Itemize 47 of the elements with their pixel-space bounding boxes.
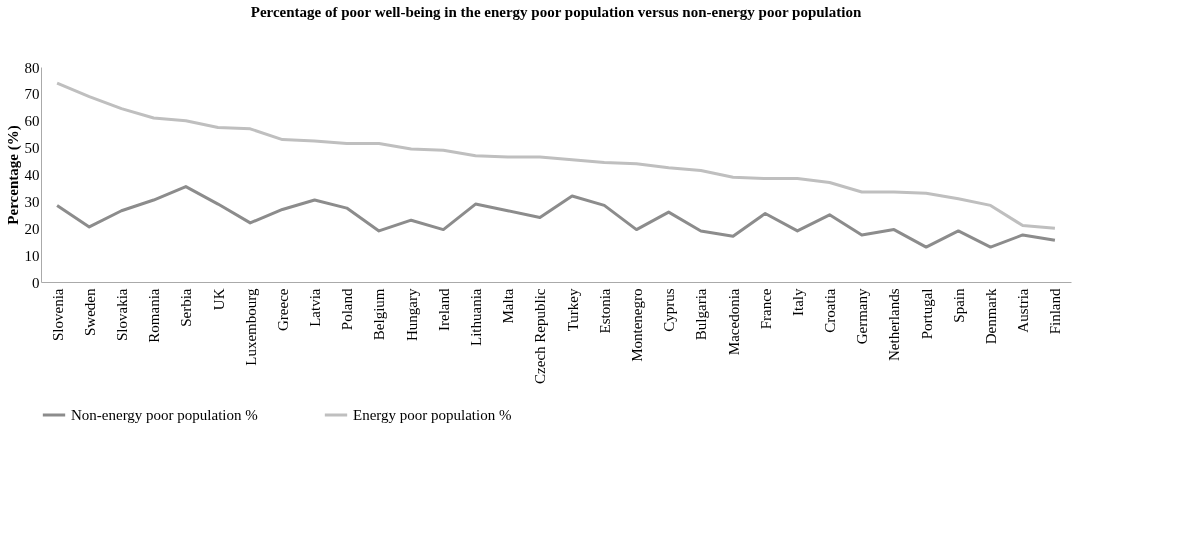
x-tick-label: Luxembourg [242, 288, 259, 366]
x-tick-label: Italy [789, 288, 806, 316]
x-tick-label: Slovakia [113, 288, 130, 341]
y-tick-label: 10 [24, 247, 40, 264]
x-tick-label: Portugal [918, 288, 935, 340]
y-tick-label: 40 [24, 167, 40, 183]
x-tick-label: Lithuania [468, 288, 485, 346]
x-tick-label: Serbia [178, 288, 195, 327]
y-tick-label: 20 [24, 220, 40, 237]
x-tick-label: Estonia [596, 288, 613, 334]
x-tick-label: Hungary [403, 288, 420, 341]
x-tick-label: Romania [146, 288, 163, 343]
x-tick-label: Montenegro [628, 288, 645, 362]
x-tick-label: Ireland [435, 288, 452, 331]
x-tick-label: Turkey [564, 288, 581, 332]
legend-label: Non-energy poor population % [71, 407, 258, 423]
x-tick-label: Greece [274, 288, 291, 331]
x-tick-label: Malta [500, 288, 517, 324]
line-series [55, 185, 1057, 249]
y-tick-label: 0 [32, 274, 40, 291]
x-tick-label: Cyprus [661, 288, 678, 332]
x-tick-label: Netherlands [886, 288, 903, 361]
x-tick-label: Spain [950, 288, 967, 323]
x-tick-label: Croatia [822, 288, 839, 333]
legend-label: Energy poor population % [353, 407, 512, 423]
y-tick-label: 60 [24, 113, 40, 130]
y-tick-label: 80 [24, 59, 40, 76]
y-axis-title: Percentage (%) [4, 125, 22, 225]
x-tick-label: Czech Republic [532, 288, 549, 384]
y-tick-label: 70 [24, 86, 40, 103]
x-tick-label: Bulgaria [693, 288, 710, 341]
x-tick-label: Germany [854, 288, 871, 345]
y-tick-label: 30 [24, 193, 40, 210]
x-tick-label: Poland [339, 288, 356, 331]
x-tick-label: Finland [1047, 288, 1064, 335]
chart-title: Percentage of poor well-being in the energy poor population versus non-energy poor population [250, 4, 862, 20]
x-tick-label: UK [210, 288, 227, 311]
x-tick-label: France [757, 288, 774, 330]
y-tick-label: 50 [24, 140, 40, 157]
x-tick-label: Belgium [371, 288, 388, 341]
x-tick-label: Latvia [307, 288, 324, 327]
line-series [55, 81, 1057, 230]
x-tick-label: Denmark [983, 288, 1000, 345]
x-tick-label: Slovenia [49, 288, 66, 341]
x-tick-label: Sweden [81, 288, 98, 336]
x-tick-label: Macedonia [725, 288, 742, 356]
x-tick-label: Austria [1015, 288, 1032, 333]
